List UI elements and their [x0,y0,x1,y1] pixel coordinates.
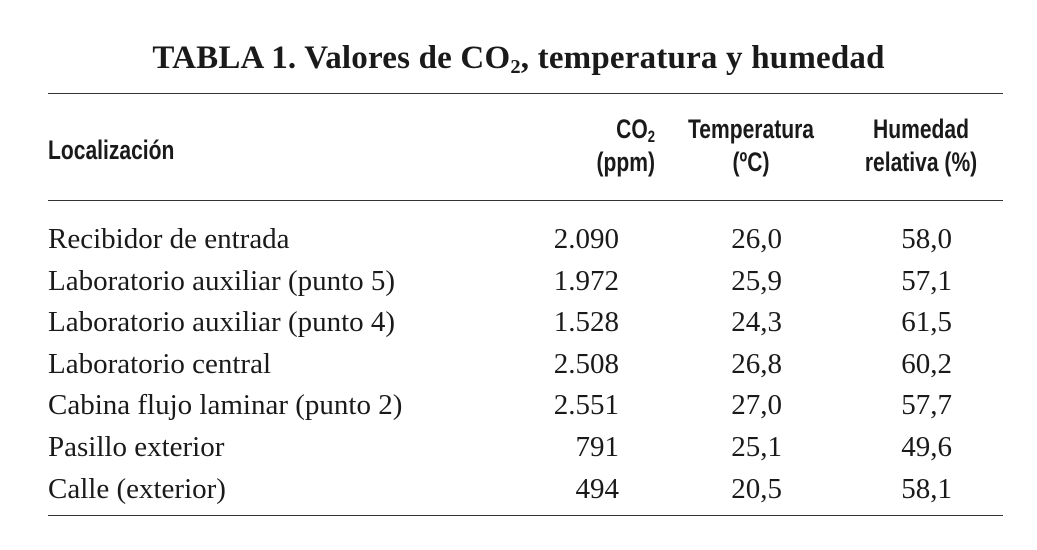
header-co2-main: CO [616,114,648,144]
cell-humidity: 49,6 [901,430,952,463]
table-row: Pasillo exterior 791 25,1 49,6 [0,427,1037,469]
cell-location: Laboratorio auxiliar (punto 4) [48,306,396,339]
cell-co2: 2.090 [553,223,619,255]
cell-location: Calle (exterior) [48,472,226,505]
cell-temperature: 25,1 [731,430,782,463]
header-co2-line1: CO2 [538,113,655,146]
cell-location: Laboratorio central [48,347,272,380]
cell-temperature: 26,0 [731,223,782,255]
table-row: Laboratorio central 2.508 26,8 60,2 [0,344,1037,386]
table-title-main: TABLA 1. Valores de CO [152,40,511,76]
cell-location: Laboratorio auxiliar (punto 5) [48,264,396,297]
cell-humidity: 57,1 [901,264,952,297]
cell-temperature: 24,3 [731,306,782,339]
header-co2: CO2 (ppm) [538,113,655,179]
cell-location: Cabina flujo laminar (punto 2) [48,389,403,422]
bottom-rule [48,515,1003,516]
cell-co2: 1.972 [553,264,619,297]
cell-humidity: 60,2 [901,347,952,380]
header-humidity-line2: relativa (%) [864,147,978,177]
header-humidity-line1: Humedad [873,114,969,144]
header-temperature-line2: (ºC) [732,147,770,177]
table-row: Laboratorio auxiliar (punto 5) 1.972 25,… [0,261,1037,303]
header-co2-unit: (ppm) [596,147,655,177]
cell-location: Pasillo exterior [48,430,225,463]
table-title: TABLA 1. Valores de CO2, temperatura y h… [0,40,1037,77]
cell-humidity: 61,5 [901,306,952,339]
cell-humidity: 57,7 [901,389,952,422]
header-co2-subscript: 2 [647,127,655,147]
table-row: Calle (exterior) 494 20,5 58,1 [0,469,1037,511]
top-rule [48,93,1003,94]
cell-temperature: 20,5 [731,472,782,505]
table-row: Cabina flujo laminar (punto 2) 2.551 27,… [0,385,1037,427]
cell-humidity: 58,0 [901,223,952,255]
table-title-rest: , temperatura y humedad [520,40,885,76]
cell-co2: 2.551 [553,389,619,422]
header-location: Localización [48,135,175,165]
cell-humidity: 58,1 [901,472,952,505]
table-row: Laboratorio auxiliar (punto 4) 1.528 24,… [0,302,1037,344]
cell-location: Recibidor de entrada [48,223,290,255]
header-temperature-line1: Temperatura [687,114,815,144]
table-row: Recibidor de entrada 2.090 26,0 58,0 [0,219,1037,261]
cell-co2: 791 [575,430,620,463]
header-rule [48,200,1003,201]
cell-co2: 494 [575,472,620,505]
cell-temperature: 26,8 [731,347,782,380]
header-temperature: Temperatura (ºC) [649,113,853,179]
cell-temperature: 27,0 [731,389,782,422]
cell-co2: 2.508 [553,347,619,380]
cell-co2: 1.528 [553,306,619,339]
table-body: Recibidor de entrada 2.090 26,0 58,0 Lab… [0,219,1037,510]
table-title-subscript: 2 [510,56,521,79]
header-humidity: Humedad relativa (%) [819,113,1023,179]
cell-temperature: 25,9 [731,264,782,297]
